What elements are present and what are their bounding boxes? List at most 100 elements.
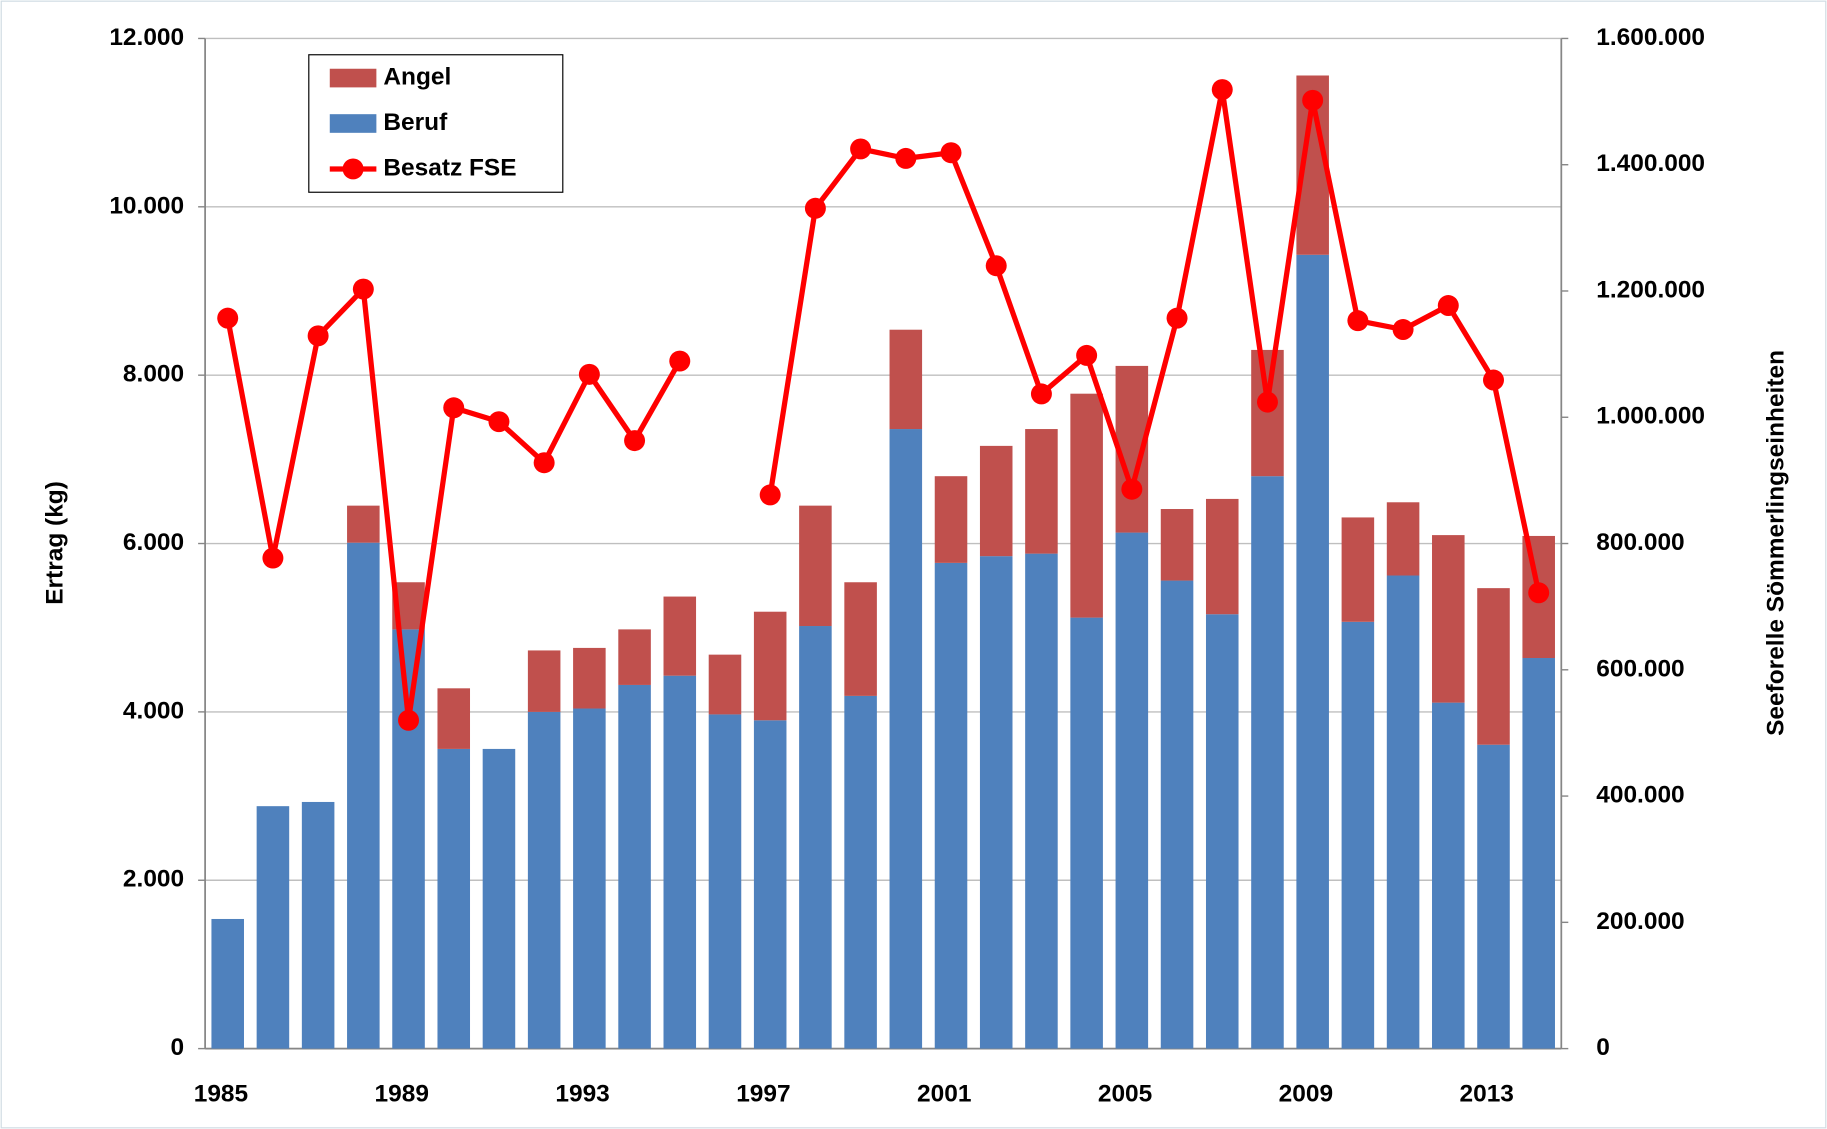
- bar: [1387, 576, 1420, 1049]
- y-tick-label: 2.000: [123, 866, 184, 893]
- bar: [709, 655, 742, 715]
- bar: [1161, 509, 1194, 581]
- line-marker: [262, 548, 283, 569]
- line-marker: [1302, 90, 1323, 111]
- bar: [1296, 255, 1329, 1049]
- line-marker: [1121, 479, 1142, 500]
- bar: [1251, 350, 1284, 476]
- bar: [347, 543, 380, 1049]
- line-marker: [986, 255, 1007, 276]
- bar: [754, 612, 787, 721]
- bar: [1387, 502, 1420, 575]
- bar: [1432, 703, 1465, 1049]
- bar: [257, 806, 290, 1048]
- bar: [709, 714, 742, 1048]
- line-marker: [1257, 392, 1278, 413]
- line-marker: [308, 325, 329, 346]
- line-marker: [1167, 308, 1188, 329]
- bar: [935, 476, 968, 563]
- x-tick-label: 2005: [1098, 1081, 1152, 1108]
- line-marker: [353, 279, 374, 300]
- bar: [483, 749, 516, 1049]
- y-tick-label: 0: [171, 1034, 185, 1061]
- bar: [1116, 533, 1149, 1049]
- bar: [844, 582, 877, 696]
- x-tick-label: 2001: [917, 1081, 971, 1108]
- line-marker: [805, 198, 826, 219]
- line-marker: [488, 411, 509, 432]
- bar: [980, 446, 1013, 556]
- bar: [754, 720, 787, 1048]
- legend-swatch: [343, 158, 364, 179]
- legend-label: Beruf: [383, 109, 448, 136]
- y2-tick-label: 1.600.000: [1596, 24, 1705, 51]
- line-marker: [850, 138, 871, 159]
- line-marker: [1212, 79, 1233, 100]
- bar: [1342, 622, 1375, 1049]
- bar: [347, 506, 380, 543]
- bar: [1070, 618, 1103, 1049]
- bar: [302, 802, 335, 1049]
- bar: [1251, 476, 1284, 1048]
- line-marker: [1031, 383, 1052, 404]
- y2-tick-label: 0: [1596, 1034, 1610, 1061]
- bar: [1477, 745, 1510, 1049]
- legend-label: Angel: [383, 64, 451, 91]
- line-marker: [941, 142, 962, 163]
- x-tick-label: 1985: [194, 1081, 248, 1108]
- bar: [618, 685, 651, 1049]
- line-marker: [669, 351, 690, 372]
- y2-tick-label: 1.400.000: [1596, 150, 1705, 177]
- bar: [890, 330, 923, 429]
- line-marker: [1528, 582, 1549, 603]
- bar: [799, 506, 832, 626]
- bar: [664, 597, 697, 676]
- line-marker: [579, 364, 600, 385]
- y-tick-label: 10.000: [109, 192, 184, 219]
- bar: [437, 749, 470, 1049]
- bar: [573, 648, 606, 709]
- bar: [1206, 499, 1239, 614]
- y2-tick-label: 1.000.000: [1596, 403, 1705, 430]
- line-marker: [443, 397, 464, 418]
- legend-swatch: [330, 69, 377, 88]
- bar: [618, 629, 651, 685]
- x-tick-label: 1997: [736, 1081, 790, 1108]
- y2-tick-label: 1.200.000: [1596, 276, 1705, 303]
- bar: [799, 626, 832, 1049]
- y-tick-label: 12.000: [109, 24, 184, 51]
- line-marker: [398, 710, 419, 731]
- line-marker: [1483, 370, 1504, 391]
- legend-label: Besatz FSE: [383, 154, 516, 181]
- bar: [844, 696, 877, 1049]
- y2-tick-label: 200.000: [1596, 908, 1684, 935]
- bar: [1161, 581, 1194, 1049]
- line-marker: [1347, 310, 1368, 331]
- x-tick-label: 1993: [555, 1081, 609, 1108]
- bar: [664, 676, 697, 1049]
- bar: [890, 429, 923, 1049]
- bar: [1477, 588, 1510, 745]
- line-marker: [1438, 295, 1459, 316]
- x-tick-label: 2013: [1460, 1081, 1514, 1108]
- bar: [1342, 517, 1375, 621]
- line-marker: [217, 308, 238, 329]
- bar: [1206, 614, 1239, 1048]
- y-tick-label: 8.000: [123, 361, 184, 388]
- bar: [980, 556, 1013, 1048]
- y2-tick-label: 400.000: [1596, 782, 1684, 809]
- y2-axis-title: Seeforelle Sömmerlingseinheiten: [1762, 350, 1789, 736]
- y2-tick-label: 600.000: [1596, 655, 1684, 682]
- bar: [211, 919, 244, 1049]
- y-tick-label: 4.000: [123, 697, 184, 724]
- bar: [1025, 554, 1058, 1049]
- bar: [528, 712, 561, 1049]
- line-marker: [1076, 345, 1097, 366]
- bar: [573, 709, 606, 1049]
- x-tick-label: 1989: [375, 1081, 429, 1108]
- y-axis-title: Ertrag (kg): [41, 481, 68, 605]
- line-marker: [760, 484, 781, 505]
- line-marker: [534, 452, 555, 473]
- page: Ertrag (kg) Seeforelle Sömmerlingseinhei…: [0, 0, 1827, 1129]
- line-marker: [1393, 319, 1414, 340]
